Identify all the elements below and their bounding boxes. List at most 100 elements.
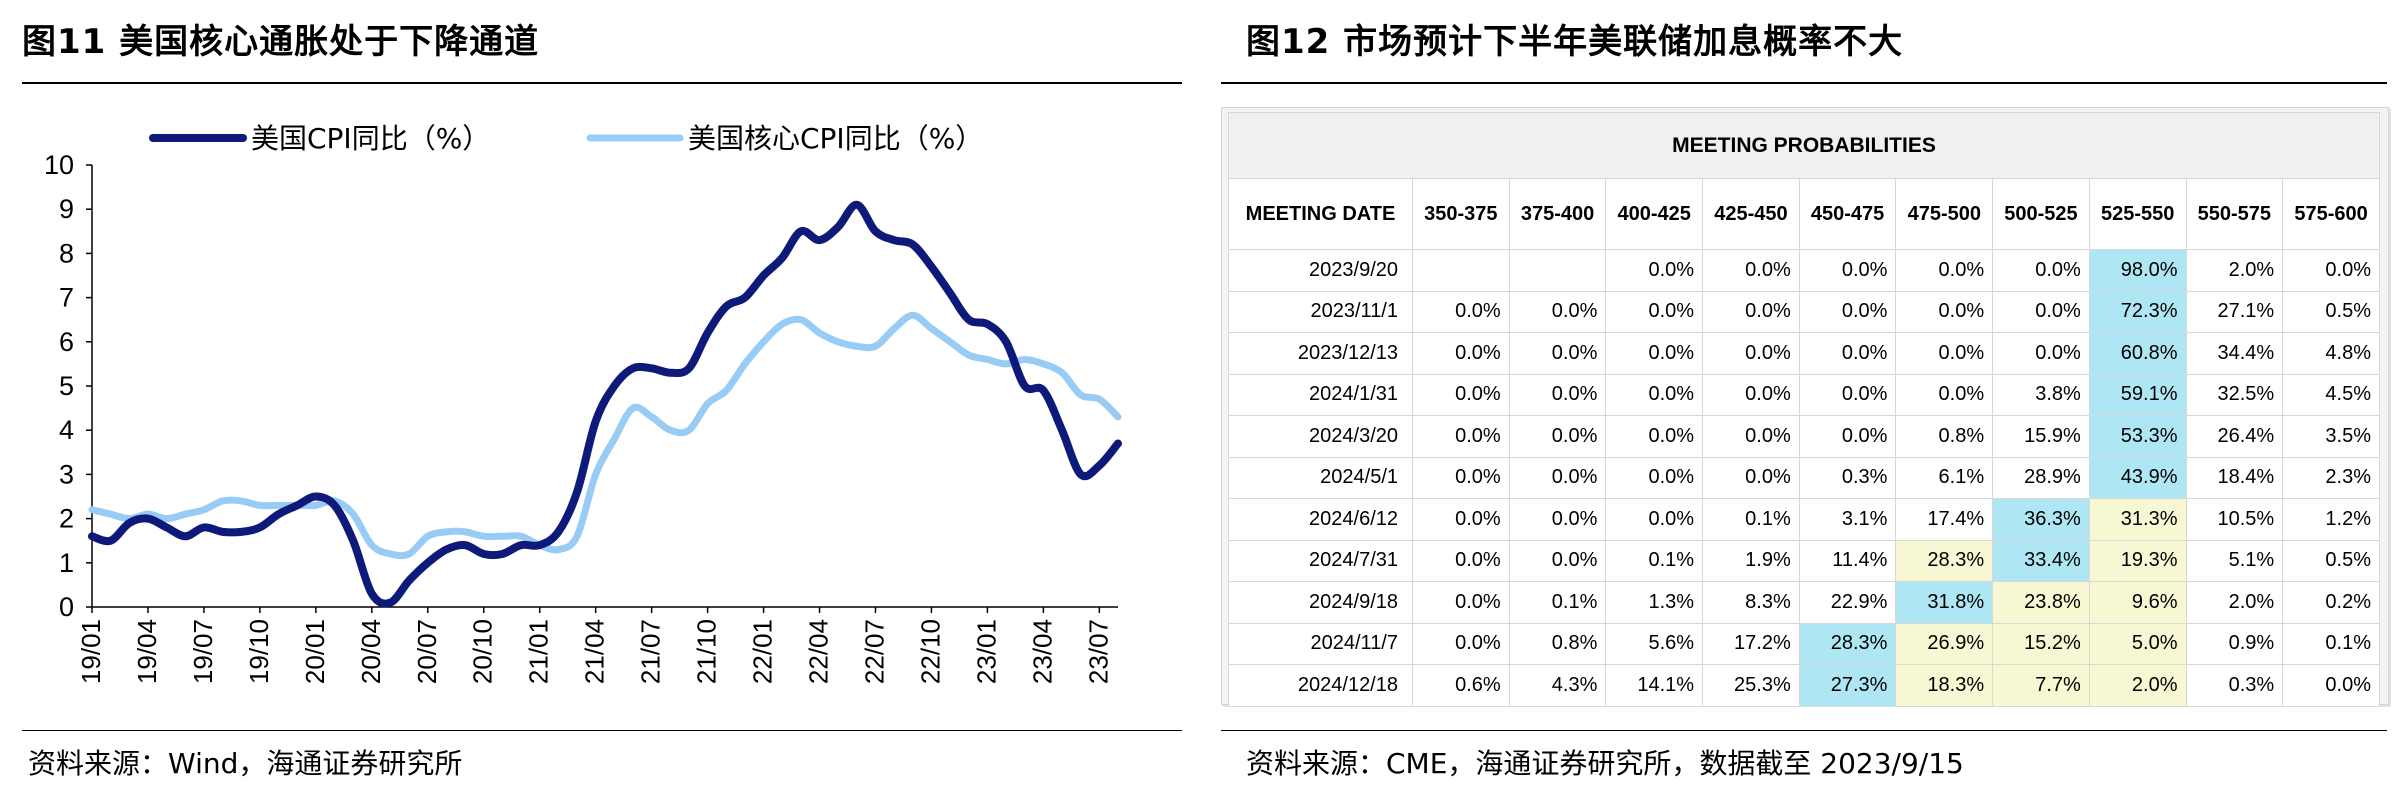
probability-cell: 0.0% [1798,415,1897,458]
x-tick-label: 20/10 [468,619,498,684]
probability-cell: 0.0% [1508,498,1607,541]
probability-cell: 2.0% [2185,581,2284,624]
probability-cell [1412,249,1510,292]
legend-label: 美国核心CPI同比（%） [688,122,983,155]
probability-cell: 17.4% [1895,498,1994,541]
column-header-rate-range: 550-575 [2185,178,2284,250]
probability-cell: 28.3% [1798,622,1897,665]
probability-cell: 0.0% [1605,415,1704,458]
meeting-date-cell: 2023/12/13 [1228,332,1413,375]
meeting-date-cell: 2024/7/31 [1228,539,1413,582]
probability-cell: 0.0% [1992,332,2090,375]
probability-cell: 0.0% [2282,664,2380,707]
probability-cell: 59.1% [2088,373,2187,416]
legend-label: 美国CPI同比（%） [251,122,490,155]
probability-cell: 0.0% [1895,332,1994,375]
probability-cell: 0.1% [1605,539,1704,582]
meeting-date-cell: 2024/11/7 [1228,622,1413,665]
x-tick-label: 20/07 [412,619,442,684]
probability-cell: 15.2% [1992,622,2090,665]
probability-cell: 0.0% [1992,290,2090,333]
probability-cell: 8.3% [1702,581,1800,624]
y-tick-label: 5 [59,371,74,401]
probability-cell: 36.3% [1992,498,2090,541]
probability-cell: 32.5% [2185,373,2284,416]
right-figure-title: 图12 市场预计下半年美联储加息概率不大 [1246,22,1904,62]
probability-cell: 0.3% [2185,664,2284,707]
column-header-rate-range: 400-425 [1605,178,1704,250]
x-tick-label: 23/07 [1083,619,1113,684]
table-title: MEETING PROBABILITIES [1228,112,2380,179]
probability-cell: 2.3% [2282,456,2380,499]
probability-cell: 0.0% [1702,415,1800,458]
table-row: 2024/12/18 0.6% 4.3% 14.1% 25.3% 27.3% 18.3% 7.… [1228,664,2380,707]
probability-cell: 0.3% [1798,456,1897,499]
probability-cell: 3.5% [2282,415,2380,458]
probability-cell: 98.0% [2088,249,2187,292]
probability-cell: 4.5% [2282,373,2380,416]
column-header-rate-range: 525-550 [2088,178,2187,250]
probability-cell: 0.8% [1895,415,1994,458]
probability-cell: 18.4% [2185,456,2284,499]
probability-cell: 0.0% [1895,249,1994,292]
probability-cell: 60.8% [2088,332,2187,375]
x-tick-label: 19/07 [188,619,218,684]
meeting-date-cell: 2024/12/18 [1228,664,1413,707]
probability-cell: 0.0% [1412,290,1510,333]
table-row: 2024/5/1 0.0% 0.0% 0.0% 0.0% 0.3% 6.1% 28.9% 43.… [1228,456,2380,499]
probability-cell: 1.9% [1702,539,1800,582]
meeting-date-cell: 2024/1/31 [1228,373,1413,416]
probability-cell: 7.7% [1992,664,2090,707]
meeting-date-cell: 2024/6/12 [1228,498,1413,541]
probability-cell: 0.0% [1992,249,2090,292]
probability-cell: 0.0% [1798,332,1897,375]
probability-cell: 0.0% [1412,581,1510,624]
table-row: 2024/9/18 0.0% 0.1% 1.3% 8.3% 22.9% 31.8% 23.8%… [1228,581,2380,624]
series-lines [88,200,1122,608]
probability-cell: 0.8% [1508,622,1607,665]
probability-cell: 0.6% [1412,664,1510,707]
probability-cell: 0.0% [1605,498,1704,541]
probability-cell [1508,249,1607,292]
probability-cell: 0.0% [1412,539,1510,582]
probability-cell: 0.9% [2185,622,2284,665]
probability-cell: 0.0% [1508,332,1607,375]
probability-cell: 72.3% [2088,290,2187,333]
probability-cell: 14.1% [1605,664,1704,707]
meeting-probabilities-table: MEETING PROBABILITIES MEETING DATE 350-37… [1228,112,2380,707]
probability-cell: 0.0% [1605,456,1704,499]
probability-cell: 0.0% [1702,332,1800,375]
probability-cell: 0.0% [1798,249,1897,292]
probability-cell: 43.9% [2088,456,2187,499]
meeting-date-cell: 2024/9/18 [1228,581,1413,624]
probability-cell: 0.2% [2282,581,2380,624]
probability-cell: 1.2% [2282,498,2380,541]
probability-cell: 31.8% [1895,581,1994,624]
y-tick-label: 2 [59,504,74,534]
column-header-rate-range: 350-375 [1412,178,1510,250]
probability-cell: 1.3% [1605,581,1704,624]
probability-cell: 0.5% [2282,539,2380,582]
probability-cell: 2.0% [2088,664,2187,707]
probability-cell: 0.0% [1605,249,1704,292]
probability-cell: 27.1% [2185,290,2284,333]
probability-cell: 3.1% [1798,498,1897,541]
probability-cell: 27.3% [1798,664,1897,707]
probability-cell: 25.3% [1702,664,1800,707]
x-tick-label: 20/01 [300,619,330,684]
probability-cell: 0.1% [1508,581,1607,624]
probability-cell: 0.0% [1702,249,1800,292]
table-row: 2024/3/20 0.0% 0.0% 0.0% 0.0% 0.0% 0.8% 15.9% 53… [1228,415,2380,458]
probability-cell: 0.0% [1412,332,1510,375]
table-row: 2024/7/31 0.0% 0.0% 0.1% 1.9% 11.4% 28.3% 33.4%… [1228,539,2380,582]
probability-cell: 34.4% [2185,332,2284,375]
x-tick-label: 22/04 [804,619,834,684]
probability-cell: 10.5% [2185,498,2284,541]
probability-cell: 15.9% [1992,415,2090,458]
core-cpi-yoy-line [88,311,1122,560]
x-tick-label: 20/04 [356,619,386,684]
column-header-rate-range: 375-400 [1508,178,1607,250]
probability-cell: 22.9% [1798,581,1897,624]
column-header-rate-range: 500-525 [1992,178,2090,250]
probability-cell: 26.4% [2185,415,2284,458]
